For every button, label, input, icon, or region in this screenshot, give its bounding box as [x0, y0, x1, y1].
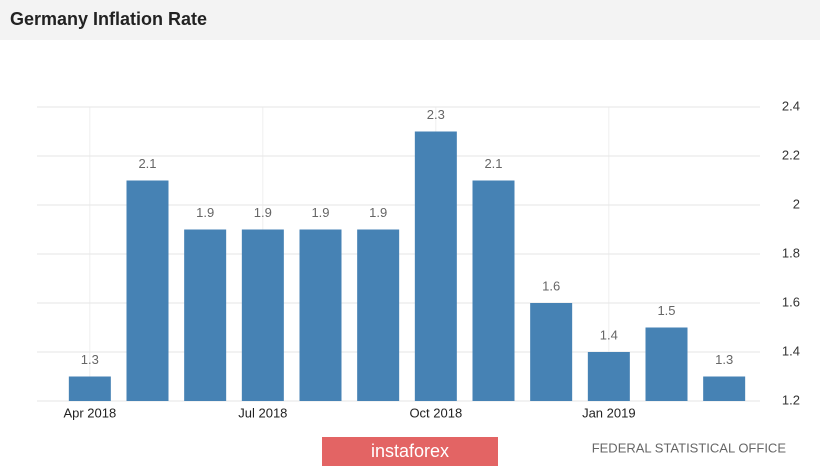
- y-tick-label: 2: [793, 196, 800, 211]
- value-label: 1.5: [657, 303, 675, 318]
- bar: [68, 376, 111, 401]
- x-tick-label: Apr 2018: [63, 405, 116, 420]
- y-tick-label: 1.8: [782, 245, 800, 260]
- bar: [414, 131, 457, 401]
- y-tick-label: 2.2: [782, 147, 800, 162]
- value-label: 1.9: [254, 205, 272, 220]
- value-label: 1.3: [715, 352, 733, 367]
- bar: [645, 327, 688, 401]
- watermark-box: [322, 437, 498, 466]
- value-label: 2.1: [138, 156, 156, 171]
- y-tick-label: 1.4: [782, 343, 800, 358]
- source: FEDERAL STATISTICAL OFFICE: [592, 440, 787, 455]
- value-label: 2.3: [427, 107, 445, 122]
- y-tick-label: 1.6: [782, 294, 800, 309]
- y-tick-label: 2.4: [782, 98, 800, 113]
- y-tick-label: 1.2: [782, 392, 800, 407]
- bar: [357, 229, 400, 401]
- value-label: 1.9: [196, 205, 214, 220]
- bar: [184, 229, 227, 401]
- x-tick-label: Oct 2018: [409, 405, 462, 420]
- chart-title: Germany Inflation Rate: [10, 9, 207, 29]
- bar: [126, 180, 169, 401]
- bar: [472, 180, 515, 401]
- value-label: 1.3: [81, 352, 99, 367]
- value-label: 1.9: [369, 205, 387, 220]
- x-tick-label: Jan 2019: [582, 405, 636, 420]
- bar: [703, 376, 746, 401]
- value-label: 1.4: [600, 327, 618, 342]
- bar: [241, 229, 284, 401]
- value-label: 1.6: [542, 278, 560, 293]
- value-label: 1.9: [311, 205, 329, 220]
- watermark: instaforex: [371, 441, 449, 461]
- bar: [587, 352, 630, 401]
- header-bar: [0, 0, 820, 40]
- x-tick-label: Jul 2018: [238, 405, 287, 420]
- value-label: 2.1: [484, 156, 502, 171]
- bar: [299, 229, 342, 401]
- bar: [530, 303, 573, 401]
